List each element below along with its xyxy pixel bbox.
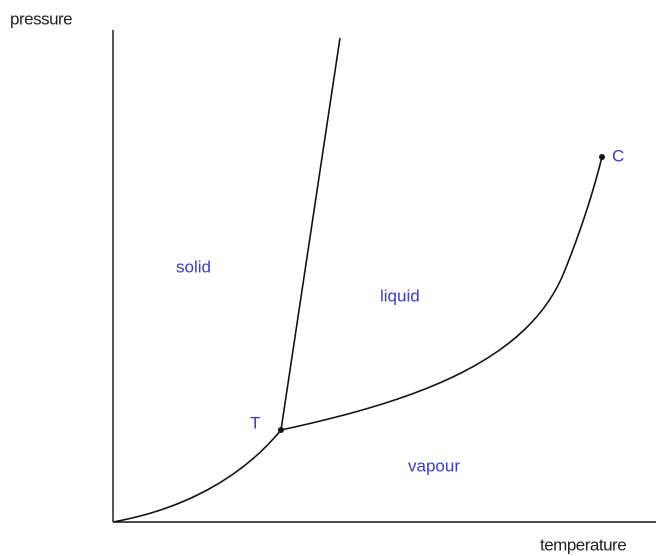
point-label: C bbox=[612, 146, 624, 165]
critical-point bbox=[599, 154, 605, 160]
sublimation-curve bbox=[112, 429, 282, 523]
region-label: liquid bbox=[380, 286, 420, 305]
y-axis-label: pressure bbox=[10, 9, 72, 28]
triple-point bbox=[278, 427, 284, 433]
melting-curve bbox=[280, 37, 341, 431]
point-label: T bbox=[250, 413, 260, 432]
x-axis-label: temperature bbox=[540, 535, 626, 554]
vaporization-curve bbox=[280, 156, 603, 431]
region-label: solid bbox=[176, 257, 211, 276]
region-label: vapour bbox=[408, 456, 460, 475]
